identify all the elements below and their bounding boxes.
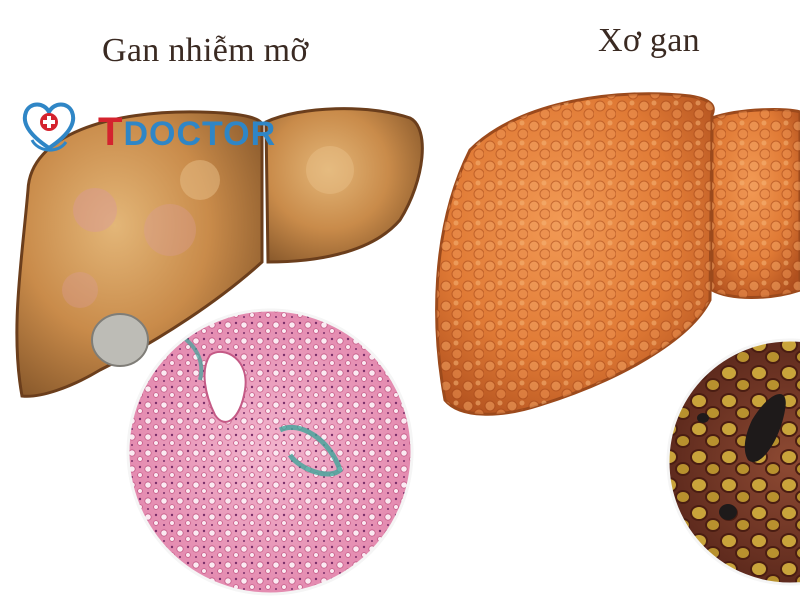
cirrhosis-tissue-section <box>666 338 800 586</box>
logo-word: DOCTOR <box>123 115 277 153</box>
cirrhosis-caption: Xơ gan <box>598 22 700 59</box>
cirrhosis-liver-image <box>435 92 800 416</box>
fatty-liver-image <box>15 107 424 398</box>
fatty-liver-caption: Gan nhiễm mỡ <box>102 32 309 69</box>
fatty-liver-histology <box>126 308 414 596</box>
heart-stethoscope-icon <box>22 102 76 152</box>
logo-wordmark: TDOCTOR <box>98 110 276 155</box>
tdoctor-logo: TDOCTOR <box>18 96 275 156</box>
logo-letter: T <box>98 110 124 154</box>
